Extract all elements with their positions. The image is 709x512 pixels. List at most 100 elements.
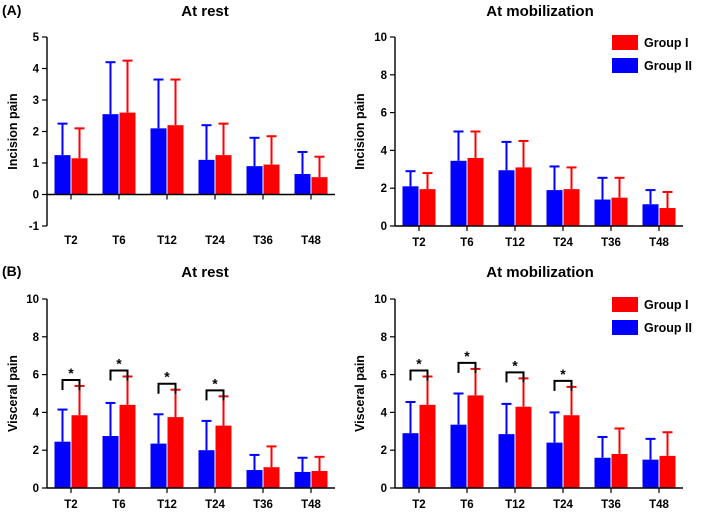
y-tick-label: 4 bbox=[381, 407, 388, 419]
bar-group-i-t24 bbox=[563, 189, 580, 226]
x-tick-label: T2 bbox=[412, 499, 425, 511]
bar-group-i-t12 bbox=[515, 406, 532, 488]
x-tick-label: T2 bbox=[412, 237, 425, 249]
bar-group-ii-t6 bbox=[450, 160, 467, 226]
chart-1: At rest Incision pain -1 0 1 2 3 4 5 T2 T6 T12 T24 T3… bbox=[6, 3, 335, 247]
y-tick-label: 5 bbox=[33, 32, 40, 44]
legend-label: Group II bbox=[644, 59, 692, 73]
significance-star: * bbox=[416, 355, 422, 371]
y-tick-label: 4 bbox=[381, 145, 388, 157]
legend-swatch-group-i bbox=[612, 35, 638, 50]
bar-group-i-t36 bbox=[263, 467, 280, 488]
bar-group-ii-t36 bbox=[594, 457, 611, 488]
x-tick-label: T6 bbox=[460, 499, 473, 511]
significance-star: * bbox=[164, 369, 170, 385]
y-tick-label: 2 bbox=[381, 445, 387, 457]
y-tick-label: 10 bbox=[374, 32, 387, 44]
x-tick-label: T48 bbox=[649, 499, 669, 511]
x-tick-label: T24 bbox=[553, 499, 573, 511]
chart-title: At mobilization bbox=[486, 264, 594, 281]
bar-group-ii-t2 bbox=[54, 155, 71, 195]
bar-group-ii-t48 bbox=[642, 204, 659, 226]
chart-title: At rest bbox=[181, 264, 229, 281]
bar-group-ii-t12 bbox=[498, 170, 515, 226]
y-tick-label: 2 bbox=[33, 445, 39, 457]
significance-bracket bbox=[205, 389, 225, 401]
bar-group-i-t12 bbox=[167, 125, 184, 195]
bar-group-ii-t36 bbox=[246, 470, 263, 488]
legend-swatch-group-i bbox=[612, 297, 638, 312]
x-tick-label: T24 bbox=[205, 235, 225, 247]
bar-group-i-t2 bbox=[71, 158, 88, 195]
significance-star: * bbox=[464, 348, 470, 364]
y-tick-label: 1 bbox=[33, 158, 40, 170]
bar-group-ii-t36 bbox=[594, 199, 611, 226]
y-axis-label: Visceral pain bbox=[353, 355, 367, 432]
x-tick-label: T12 bbox=[157, 235, 177, 247]
y-tick-label: 6 bbox=[381, 370, 387, 382]
x-tick-label: T48 bbox=[649, 237, 669, 249]
legend-label: Group I bbox=[644, 36, 688, 50]
legend-swatch-group-ii bbox=[612, 58, 638, 73]
significance-bracket bbox=[409, 369, 429, 381]
y-tick-label: 10 bbox=[26, 294, 39, 306]
x-tick-label: T12 bbox=[505, 499, 525, 511]
bar-group-i-t2 bbox=[419, 189, 436, 226]
x-tick-label: T2 bbox=[64, 499, 77, 511]
bar-group-ii-t12 bbox=[498, 434, 515, 488]
chart-2: At mobilization Incision pain 0 2 4 6 8 10 T2 T6 T… bbox=[353, 3, 692, 249]
significance-star: * bbox=[512, 357, 518, 373]
bar-group-ii-t24 bbox=[546, 442, 563, 488]
y-tick-label: 0 bbox=[33, 190, 39, 202]
chart-title: At rest bbox=[181, 3, 229, 20]
bar-group-ii-t24 bbox=[198, 159, 215, 195]
bar-group-i-t2 bbox=[419, 404, 436, 488]
x-tick-label: T6 bbox=[112, 499, 125, 511]
bar-group-i-t48 bbox=[311, 177, 328, 195]
significance-star: * bbox=[116, 355, 122, 371]
significance-bracket bbox=[157, 382, 177, 394]
x-tick-label: T12 bbox=[505, 237, 525, 249]
bar-group-i-t24 bbox=[563, 415, 580, 488]
y-axis-label: Incision pain bbox=[353, 93, 367, 169]
x-tick-label: T36 bbox=[253, 499, 273, 511]
y-tick-label: 2 bbox=[381, 183, 387, 195]
legend-label: Group II bbox=[644, 321, 692, 335]
x-tick-label: T6 bbox=[112, 235, 125, 247]
bar-group-ii-t6 bbox=[102, 114, 119, 195]
x-tick-label: T2 bbox=[64, 235, 77, 247]
bar-group-i-t12 bbox=[515, 167, 532, 226]
chart-3: At rest Visceral pain 0 2 4 6 8 10 T2 T6 T12 T24 T36… bbox=[6, 264, 335, 511]
x-tick-label: T24 bbox=[553, 237, 573, 249]
y-tick-label: 6 bbox=[381, 108, 387, 120]
y-tick-label: -1 bbox=[29, 221, 40, 233]
x-tick-label: T48 bbox=[301, 235, 321, 247]
bar-group-i-t48 bbox=[659, 455, 676, 488]
bar-group-ii-t12 bbox=[150, 128, 167, 195]
x-tick-label: T12 bbox=[157, 499, 177, 511]
panel-label-b: (B) bbox=[2, 263, 21, 279]
y-tick-label: 8 bbox=[381, 332, 388, 344]
legend-swatch-group-ii bbox=[612, 320, 638, 335]
bar-group-i-t6 bbox=[467, 157, 484, 226]
bar-group-ii-t48 bbox=[294, 471, 311, 488]
y-axis-label: Incision pain bbox=[6, 93, 20, 169]
legend-label: Group I bbox=[644, 298, 688, 312]
bar-group-i-t48 bbox=[311, 470, 328, 488]
bar-group-i-t12 bbox=[167, 417, 184, 488]
significance-bracket bbox=[109, 369, 129, 381]
bar-group-ii-t2 bbox=[402, 433, 419, 488]
legend: Group I Group II bbox=[612, 297, 692, 335]
legend: Group I Group II bbox=[612, 35, 692, 73]
y-tick-label: 4 bbox=[33, 64, 40, 76]
bar-group-i-t36 bbox=[611, 197, 628, 226]
x-tick-label: T36 bbox=[601, 237, 621, 249]
bar-group-ii-t24 bbox=[546, 190, 563, 226]
x-tick-label: T36 bbox=[253, 235, 273, 247]
y-tick-label: 0 bbox=[381, 483, 387, 495]
y-tick-label: 10 bbox=[374, 294, 387, 306]
bar-group-ii-t2 bbox=[402, 186, 419, 226]
x-tick-label: T48 bbox=[301, 499, 321, 511]
